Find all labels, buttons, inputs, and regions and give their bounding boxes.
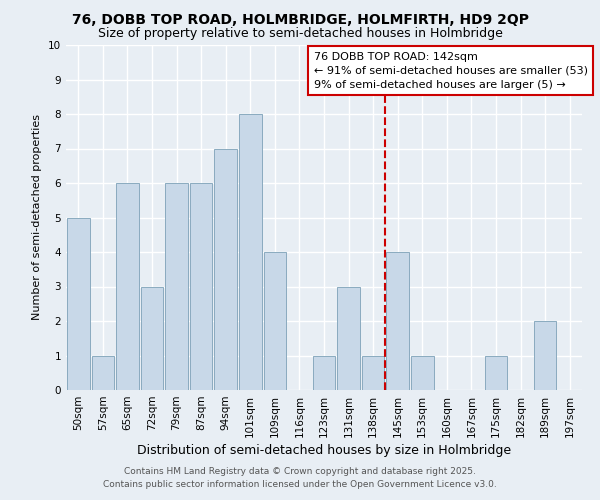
Text: 76, DOBB TOP ROAD, HOLMBRIDGE, HOLMFIRTH, HD9 2QP: 76, DOBB TOP ROAD, HOLMBRIDGE, HOLMFIRTH…	[71, 12, 529, 26]
Bar	[140, 286, 163, 390]
Bar	[337, 286, 360, 390]
Bar	[411, 356, 434, 390]
Bar	[485, 356, 508, 390]
Bar	[92, 356, 114, 390]
Bar	[313, 356, 335, 390]
X-axis label: Distribution of semi-detached houses by size in Holmbridge: Distribution of semi-detached houses by …	[137, 444, 511, 457]
Text: Size of property relative to semi-detached houses in Holmbridge: Size of property relative to semi-detach…	[98, 28, 502, 40]
Y-axis label: Number of semi-detached properties: Number of semi-detached properties	[32, 114, 43, 320]
Bar	[116, 183, 139, 390]
Bar	[214, 148, 237, 390]
Text: 76 DOBB TOP ROAD: 142sqm
← 91% of semi-detached houses are smaller (53)
9% of se: 76 DOBB TOP ROAD: 142sqm ← 91% of semi-d…	[314, 52, 587, 90]
Bar	[239, 114, 262, 390]
Bar	[263, 252, 286, 390]
Bar	[165, 183, 188, 390]
Bar	[386, 252, 409, 390]
Bar	[534, 321, 556, 390]
Bar	[362, 356, 385, 390]
Bar	[67, 218, 89, 390]
Bar	[190, 183, 212, 390]
Text: Contains HM Land Registry data © Crown copyright and database right 2025.
Contai: Contains HM Land Registry data © Crown c…	[103, 468, 497, 489]
